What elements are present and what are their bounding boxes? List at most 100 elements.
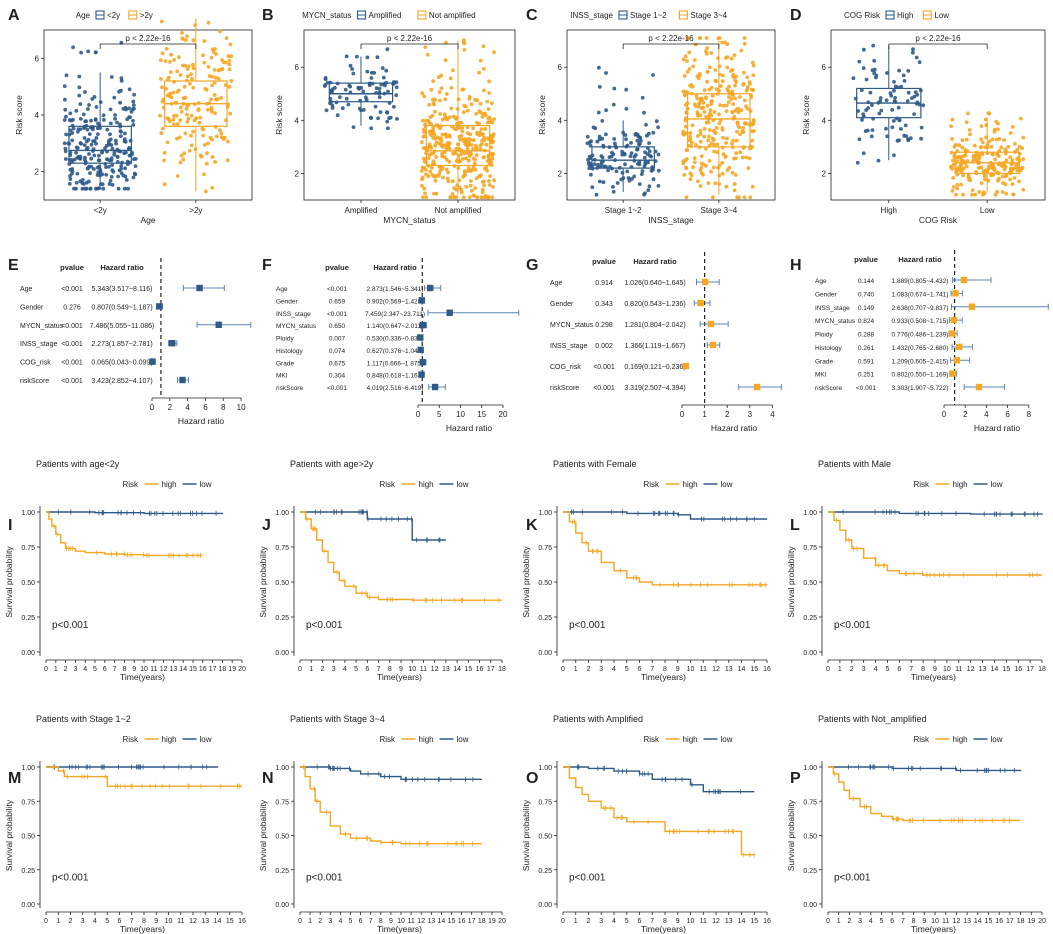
- data-point: [885, 134, 890, 139]
- x-tick-label: 16: [476, 666, 484, 673]
- data-point: [490, 156, 495, 161]
- legend-title: Age: [76, 11, 91, 20]
- data-point: [446, 179, 451, 184]
- legend-label: Not amplified: [429, 11, 476, 20]
- data-point: [127, 115, 131, 119]
- legend-label: low: [721, 735, 733, 744]
- x-tick-label: 8: [663, 918, 667, 925]
- data-point: [647, 184, 652, 189]
- x-tick-label: 14: [179, 666, 187, 673]
- data-point: [681, 161, 686, 166]
- data-point: [462, 110, 466, 114]
- data-point: [737, 125, 742, 130]
- data-point: [739, 48, 744, 53]
- data-point: [180, 31, 184, 35]
- data-point: [377, 86, 382, 91]
- row-label: Age: [815, 278, 827, 285]
- data-point: [127, 106, 131, 111]
- data-point: [423, 45, 428, 49]
- data-point: [739, 108, 744, 113]
- data-point: [743, 98, 747, 103]
- data-point: [1010, 125, 1015, 129]
- censor-marks-low: [571, 509, 755, 522]
- data-point: [482, 138, 487, 143]
- data-point: [427, 120, 432, 125]
- data-point: [1002, 138, 1006, 143]
- data-point: [861, 151, 866, 156]
- data-point: [979, 181, 984, 186]
- data-point: [175, 69, 180, 74]
- x-tick-label: 14: [453, 666, 461, 673]
- data-point: [698, 132, 703, 136]
- data-point: [323, 76, 328, 80]
- data-point: [609, 154, 614, 159]
- data-point: [121, 107, 126, 111]
- data-point: [202, 39, 207, 43]
- y-tick-label: 0.00: [803, 902, 817, 909]
- x-tick-label: 6: [103, 666, 107, 673]
- data-point: [109, 75, 114, 79]
- x-tick-label: 7: [901, 918, 905, 925]
- data-point: [1002, 167, 1007, 172]
- data-point: [185, 112, 189, 117]
- data-point: [730, 68, 735, 72]
- panel-letter: A: [8, 7, 20, 24]
- data-point: [469, 102, 474, 107]
- data-point: [443, 132, 448, 137]
- x-axis-label: Time(years): [641, 672, 686, 682]
- data-point: [964, 120, 969, 125]
- data-point: [864, 108, 868, 112]
- km-curve-low: [46, 511, 224, 515]
- km-panel-n: N Patients with Stage 3~4 Risk high low 0.00 0…: [258, 714, 506, 934]
- x-tick-label: 9: [933, 666, 937, 673]
- data-point: [698, 184, 703, 188]
- data-point: [440, 166, 445, 170]
- x-tick-label: Amplified: [345, 206, 378, 215]
- data-point: [870, 128, 875, 133]
- x-tick-label: 1: [574, 918, 578, 925]
- km-curve-low: [828, 766, 1022, 772]
- pvalue-label: p < 2.22e-16: [648, 34, 694, 43]
- data-point: [642, 155, 647, 160]
- data-point: [441, 175, 445, 180]
- data-point: [695, 96, 699, 101]
- data-point: [604, 108, 608, 113]
- legend-label: low: [991, 735, 1003, 744]
- data-point: [165, 116, 170, 121]
- data-point: [695, 134, 700, 138]
- data-point: [961, 192, 965, 197]
- data-point: [976, 166, 981, 170]
- data-point: [597, 179, 602, 184]
- row-pvalue: <0.001: [593, 385, 615, 392]
- data-point: [186, 116, 191, 121]
- data-point: [456, 97, 461, 102]
- x-tick-label: 2: [587, 918, 591, 925]
- data-point: [227, 85, 232, 89]
- y-tick-label: 0.50: [538, 580, 552, 587]
- data-point: [990, 137, 995, 142]
- data-point: [450, 192, 455, 196]
- y-axis-label: Survival probability: [258, 799, 268, 871]
- x-tick-label: 8: [912, 918, 916, 925]
- data-point: [432, 174, 437, 179]
- data-point: [105, 157, 110, 162]
- censor-marks-low: [57, 509, 217, 516]
- x-tick-label: 13: [201, 918, 209, 925]
- data-point: [750, 138, 755, 143]
- data-point: [369, 116, 373, 120]
- data-point: [202, 143, 207, 147]
- y-tick-label: 1.00: [21, 510, 35, 517]
- legend-label: low: [457, 735, 469, 744]
- x-tick-label: 15: [477, 410, 486, 419]
- data-point: [723, 154, 728, 159]
- data-point: [460, 129, 465, 134]
- data-point: [452, 195, 457, 200]
- data-point: [225, 139, 230, 144]
- data-point: [698, 113, 703, 118]
- y-tick-label: 6: [822, 63, 827, 72]
- row-hazard-ratio: 3.303(1.907~5.722): [892, 385, 949, 392]
- data-point: [742, 195, 747, 200]
- data-point: [459, 187, 464, 192]
- data-point: [614, 169, 619, 174]
